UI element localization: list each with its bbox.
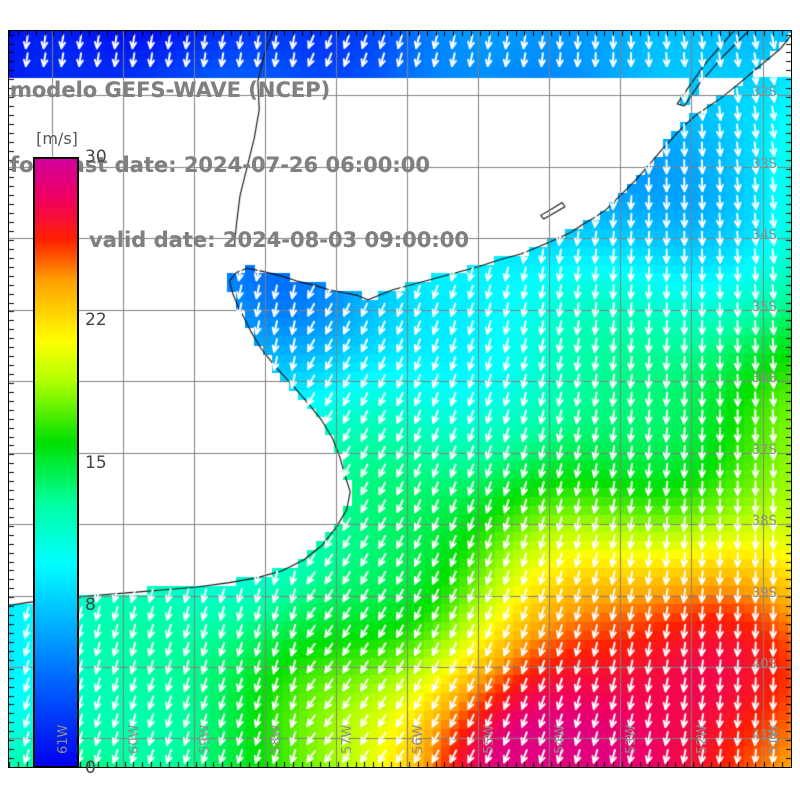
- colorbar-tick-22: 22: [85, 309, 107, 330]
- colorbar[interactable]: [33, 157, 79, 768]
- colorbar-gradient: [33, 157, 79, 768]
- colorbar-tick-0: 0: [85, 758, 96, 778]
- map-plot-area[interactable]: [8, 30, 792, 768]
- colorbar-units-label: [m/s]: [36, 129, 78, 148]
- axis-ticks-layer: [9, 31, 791, 767]
- colorbar-tick-8: 8: [85, 595, 96, 616]
- colorbar-tick-15: 15: [85, 452, 107, 473]
- colorbar-tick-30: 30: [85, 147, 107, 167]
